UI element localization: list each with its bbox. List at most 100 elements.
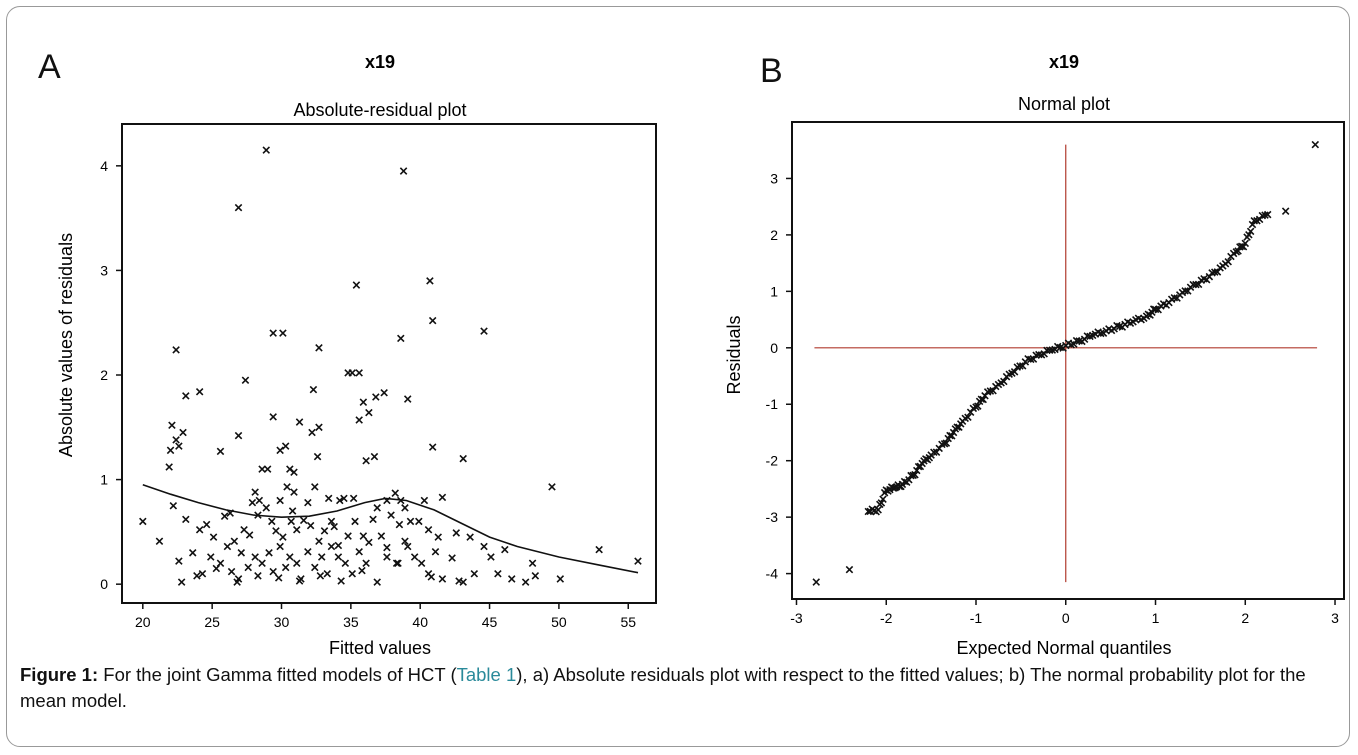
- data-point: [230, 537, 239, 546]
- figure-frame: [6, 6, 1350, 747]
- y-tick-label: -1: [766, 396, 779, 412]
- y-tick-label: 1: [770, 283, 778, 299]
- panel-b-label: B: [760, 52, 783, 90]
- data-point: [295, 418, 304, 426]
- data-point: [387, 511, 395, 519]
- data-point: [401, 537, 409, 546]
- data-point: [323, 569, 332, 578]
- data-point: [288, 507, 297, 515]
- data-point: [263, 465, 272, 473]
- data-point: [254, 511, 262, 519]
- data-point: [351, 517, 359, 526]
- y-tick-label: -2: [766, 453, 779, 469]
- data-point: [309, 385, 318, 394]
- smoothed-trend-line: [142, 484, 639, 574]
- data-point: [521, 578, 530, 586]
- y-tick-label: 3: [770, 170, 778, 186]
- data-point: [240, 526, 248, 534]
- data-point: [355, 369, 363, 377]
- data-point: [916, 462, 925, 471]
- data-point: [365, 408, 373, 417]
- data-point: [165, 463, 173, 471]
- data-point: [1311, 140, 1320, 149]
- caption-table-link[interactable]: Table 1: [456, 664, 517, 685]
- data-point: [320, 527, 329, 535]
- data-point: [383, 496, 391, 505]
- data-point: [966, 408, 975, 417]
- data-point: [531, 572, 540, 580]
- data-point: [324, 494, 333, 503]
- data-point: [290, 468, 298, 477]
- plot-frame: [121, 123, 657, 604]
- data-point: [1043, 346, 1051, 355]
- caption-label: Figure 1:: [20, 664, 99, 685]
- data-point: [431, 547, 440, 556]
- data-point: [330, 522, 338, 531]
- data-point: [244, 563, 252, 572]
- data-point: [377, 532, 386, 540]
- data-point: [812, 578, 820, 586]
- data-point: [1229, 249, 1238, 258]
- data-point: [369, 515, 377, 524]
- x-tick-label: -3: [790, 610, 803, 626]
- data-point: [241, 376, 250, 384]
- data-point: [359, 398, 368, 406]
- data-point: [1029, 355, 1038, 363]
- data-point: [237, 549, 246, 557]
- chart-b-title: x19: [1049, 52, 1079, 72]
- normal-plot-chart: x19 Normal plot Expected Normal quantile…: [724, 52, 1345, 658]
- data-point: [290, 488, 298, 496]
- data-point: [372, 393, 380, 401]
- data-point: [359, 532, 368, 540]
- y-tick-label: 3: [100, 262, 108, 278]
- data-point: [188, 549, 197, 557]
- data-point: [349, 494, 358, 503]
- data-point: [355, 416, 363, 424]
- data-point: [991, 382, 1000, 391]
- data-point: [507, 575, 516, 583]
- y-tick-label: -4: [766, 566, 779, 582]
- data-point: [1016, 362, 1024, 370]
- data-point: [905, 475, 913, 484]
- data-point: [195, 526, 204, 534]
- data-point: [295, 577, 304, 585]
- data-point: [1175, 291, 1184, 299]
- x-tick-label: 20: [135, 614, 151, 630]
- data-point: [166, 446, 175, 455]
- data-point: [315, 423, 323, 432]
- data-point: [292, 559, 301, 568]
- data-point: [872, 508, 880, 516]
- data-point: [195, 387, 204, 396]
- data-point: [399, 167, 408, 175]
- data-point: [1026, 355, 1035, 364]
- figure-caption: Figure 1: For the joint Gamma fitted mod…: [20, 662, 1340, 714]
- data-point: [265, 549, 273, 557]
- data-point: [220, 512, 229, 520]
- x-tick-label: 45: [482, 614, 498, 630]
- data-point: [897, 482, 905, 491]
- data-point: [480, 327, 488, 335]
- data-point: [1194, 280, 1203, 289]
- data-point: [352, 281, 361, 289]
- data-point: [334, 553, 343, 561]
- data-point: [304, 547, 312, 556]
- data-point: [139, 517, 147, 526]
- y-tick-label: 1: [100, 472, 108, 488]
- data-point: [1000, 377, 1008, 386]
- data-point: [308, 428, 316, 437]
- x-tick-label: 50: [551, 614, 567, 630]
- data-point: [1250, 217, 1259, 225]
- data-point: [448, 554, 456, 562]
- data-point: [274, 574, 283, 582]
- data-point: [1126, 319, 1135, 328]
- data-point: [1181, 287, 1189, 295]
- data-point: [182, 515, 190, 524]
- y-tick-label: 4: [100, 158, 108, 174]
- data-point: [311, 563, 319, 572]
- data-point: [226, 509, 234, 517]
- data-point: [334, 541, 343, 550]
- data-point: [403, 542, 412, 551]
- data-point: [258, 465, 266, 473]
- data-point: [417, 559, 426, 568]
- data-point: [269, 413, 277, 421]
